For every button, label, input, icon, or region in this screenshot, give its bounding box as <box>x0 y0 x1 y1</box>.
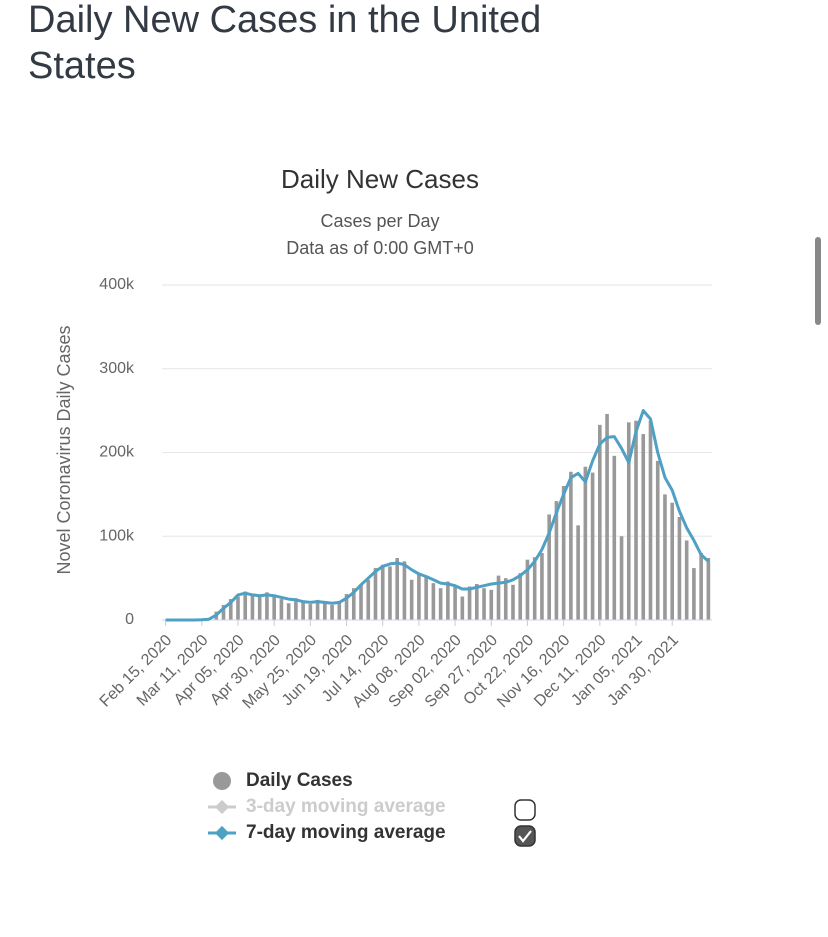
bar <box>272 594 276 620</box>
bar <box>409 579 414 620</box>
bar <box>366 579 371 620</box>
bar <box>684 540 689 620</box>
y-axis-label: Novel Coronavirus Daily Cases <box>54 325 74 574</box>
y-tick-label: 0 <box>125 611 134 628</box>
bar <box>250 595 255 620</box>
bar <box>525 559 530 620</box>
bar <box>286 603 291 620</box>
bar <box>330 604 334 620</box>
chart-subtitle: Cases per Day <box>320 211 439 231</box>
bar <box>257 596 262 620</box>
bar <box>301 601 305 620</box>
bar <box>503 578 508 620</box>
bar <box>438 588 443 620</box>
legend-checkbox[interactable] <box>514 799 536 821</box>
bar <box>648 420 653 620</box>
bar <box>294 598 298 620</box>
chart-title: Daily New Cases <box>281 164 479 194</box>
bar <box>308 604 313 620</box>
bar <box>641 434 646 620</box>
bar <box>489 589 494 620</box>
moving-average-line <box>165 409 710 622</box>
y-tick-label: 400k <box>99 276 135 293</box>
page-title-line: States <box>28 45 136 87</box>
bar <box>634 420 638 620</box>
bar <box>373 568 378 620</box>
bar <box>699 553 703 620</box>
bar <box>583 466 588 620</box>
bar <box>612 455 617 620</box>
bar <box>598 424 602 620</box>
bar <box>670 502 675 620</box>
bar <box>655 460 660 620</box>
bar <box>706 558 711 620</box>
bar <box>474 583 479 620</box>
page-title: Daily New Cases in the United States <box>28 0 541 87</box>
bar <box>344 594 349 620</box>
legend-item[interactable]: 3-day moving average <box>208 796 446 817</box>
bar <box>228 599 233 620</box>
bar <box>265 592 269 620</box>
bar <box>605 413 609 620</box>
bar <box>446 581 450 620</box>
legend-symbol <box>214 799 230 815</box>
legend-label: Daily Cases <box>246 770 353 791</box>
bar <box>677 516 682 620</box>
legend-symbol <box>213 772 231 790</box>
bar <box>236 596 240 620</box>
bar <box>351 588 356 620</box>
bar <box>221 604 226 620</box>
chart-subtitle: Data as of 0:00 GMT+0 <box>286 238 474 258</box>
bar <box>359 584 363 620</box>
bar <box>518 573 523 620</box>
bar <box>337 603 342 620</box>
scrollbar[interactable] <box>815 237 821 325</box>
bar <box>569 471 573 620</box>
bar <box>431 583 436 620</box>
bar <box>315 599 320 620</box>
legend-item[interactable]: 7-day moving average <box>208 822 446 843</box>
bar <box>323 602 327 620</box>
bar <box>380 564 385 620</box>
page-title-line: Daily New Cases in the United <box>28 0 541 41</box>
bar <box>482 588 486 620</box>
legend-checkbox[interactable] <box>514 825 536 847</box>
bar <box>547 514 551 620</box>
bar <box>554 501 559 620</box>
bar <box>540 553 544 620</box>
legend-label: 3-day moving average <box>246 796 446 817</box>
bar <box>388 566 392 620</box>
bar <box>279 599 284 620</box>
bar <box>424 575 428 620</box>
bar <box>460 596 465 620</box>
bar <box>692 568 696 620</box>
bar <box>243 591 248 620</box>
bar <box>417 573 421 620</box>
bar <box>467 586 472 620</box>
bar <box>663 494 667 620</box>
y-tick-label: 300k <box>99 360 135 377</box>
y-tick-label: 200k <box>99 444 135 461</box>
bar <box>576 525 580 620</box>
bar <box>453 586 457 620</box>
checkmark <box>518 830 532 843</box>
bar <box>496 575 501 620</box>
bar <box>511 584 515 620</box>
bar <box>619 536 624 620</box>
bar <box>402 561 407 620</box>
bar <box>590 472 595 620</box>
legend-label: 7-day moving average <box>246 822 446 843</box>
bar <box>561 486 566 620</box>
bar <box>395 558 400 620</box>
legend-symbol <box>214 825 230 841</box>
y-tick-label: 100k <box>99 527 135 544</box>
bar <box>626 422 631 620</box>
bar <box>532 557 537 620</box>
legend-item[interactable]: Daily Cases <box>213 770 353 791</box>
